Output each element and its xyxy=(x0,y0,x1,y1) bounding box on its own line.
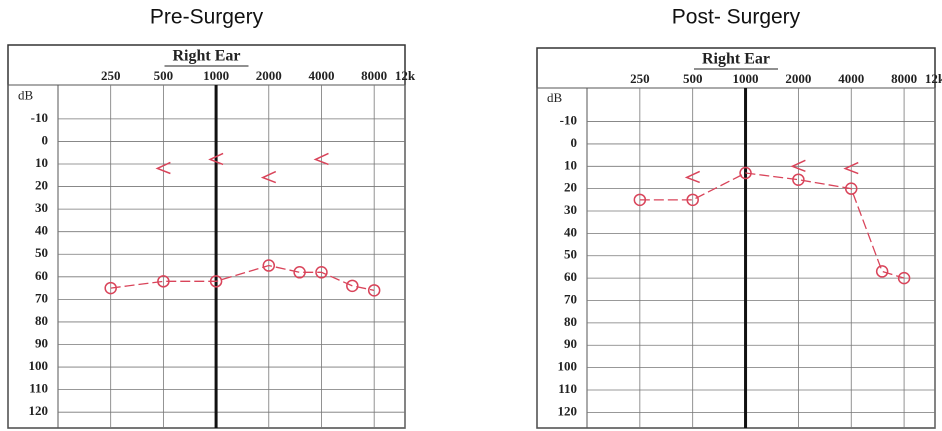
x-tick-label: 8000 xyxy=(891,71,917,86)
x-tick-label: 500 xyxy=(154,68,174,83)
chart-title: Post- Surgery xyxy=(672,6,801,29)
x-tick-label: 12k xyxy=(395,68,416,83)
y-tick-label: 80 xyxy=(35,313,48,328)
y-tick-label: 0 xyxy=(571,135,578,150)
y-tick-label: 0 xyxy=(42,132,49,147)
chart-title: Pre-Surgery xyxy=(150,6,264,29)
y-tick-label: 40 xyxy=(564,224,577,239)
chart-frame xyxy=(8,45,405,428)
y-tick-label: 60 xyxy=(35,268,48,283)
y-tick-label: 50 xyxy=(35,245,48,260)
y-axis-label: dB xyxy=(18,87,34,102)
y-tick-label: 10 xyxy=(35,155,48,170)
y-tick-label: 110 xyxy=(558,381,577,396)
x-tick-label: 8000 xyxy=(361,68,387,83)
x-tick-label: 4000 xyxy=(838,71,864,86)
y-tick-label: 90 xyxy=(564,336,577,351)
y-tick-label: 70 xyxy=(564,291,577,306)
x-tick-label: 2000 xyxy=(785,71,811,86)
y-tick-label: 90 xyxy=(35,335,48,350)
x-tick-label: 4000 xyxy=(308,68,334,83)
y-tick-label: 70 xyxy=(35,290,48,305)
page: Pre-Surgery Right Ear dB -10 0 10 20 30 40 50 60 70… xyxy=(0,0,942,431)
y-tick-label: 60 xyxy=(564,269,577,284)
y-tick-label: 110 xyxy=(29,381,48,396)
x-tick-label: 1000 xyxy=(733,71,759,86)
chart-subtitle: Right Ear xyxy=(173,48,241,65)
y-tick-label: 10 xyxy=(564,157,577,172)
y-tick-label: 30 xyxy=(564,202,577,217)
y-axis-label: dB xyxy=(547,90,563,105)
y-tick-label: 100 xyxy=(29,358,49,373)
y-tick-label: 40 xyxy=(35,223,48,238)
x-tick-label: 12k xyxy=(925,71,942,86)
chart-subtitle: Right Ear xyxy=(702,51,770,68)
y-tick-label: 50 xyxy=(564,247,577,262)
y-tick-label: -10 xyxy=(560,113,577,128)
x-tick-label: 500 xyxy=(683,71,703,86)
y-tick-label: 30 xyxy=(35,200,48,215)
x-tick-label: 250 xyxy=(101,68,121,83)
y-tick-label: 20 xyxy=(564,180,577,195)
x-tick-label: 1000 xyxy=(203,68,229,83)
x-tick-label: 250 xyxy=(630,71,650,86)
y-tick-label: 120 xyxy=(558,403,578,418)
y-tick-label: 80 xyxy=(564,314,577,329)
y-tick-label: -10 xyxy=(31,110,48,125)
y-tick-label: 120 xyxy=(29,403,49,418)
y-tick-label: 100 xyxy=(558,359,578,374)
chart-frame xyxy=(537,48,935,428)
x-tick-label: 2000 xyxy=(256,68,282,83)
y-tick-label: 20 xyxy=(35,178,48,193)
